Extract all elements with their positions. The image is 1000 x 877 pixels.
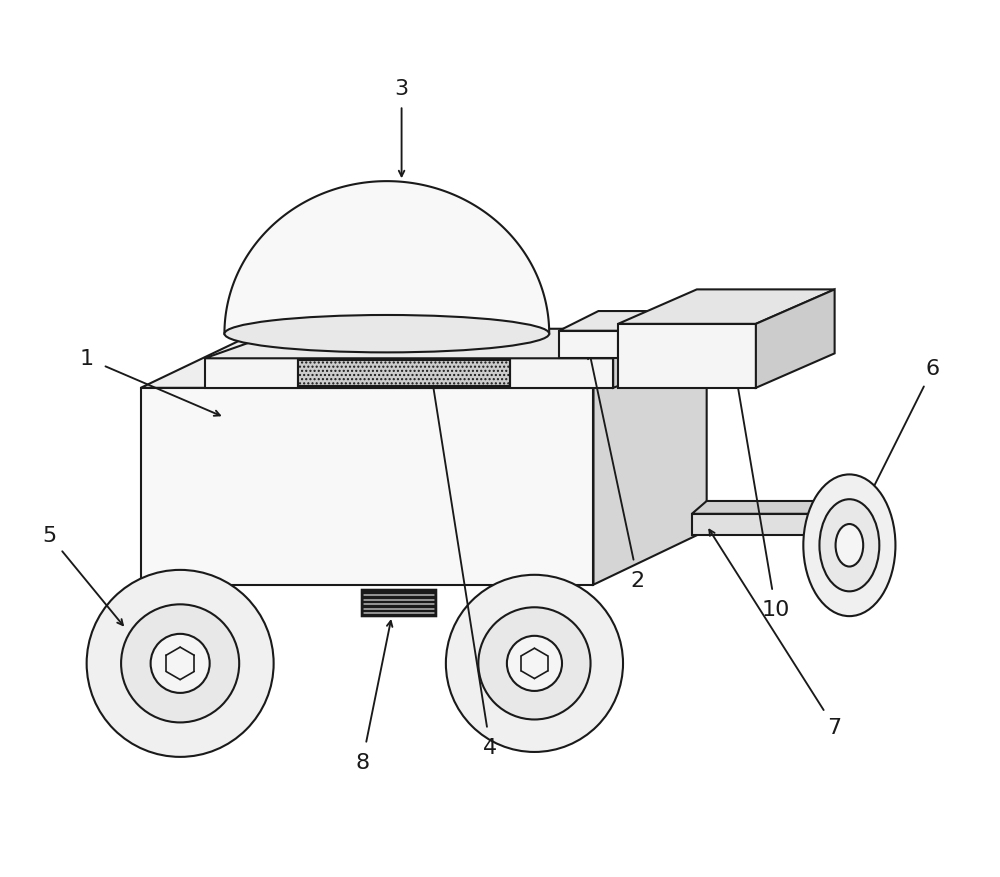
Text: 5: 5: [42, 526, 56, 545]
Text: 2: 2: [631, 570, 645, 590]
Polygon shape: [559, 332, 618, 359]
Text: 7: 7: [828, 717, 842, 738]
Polygon shape: [593, 334, 707, 585]
Circle shape: [507, 636, 562, 691]
Circle shape: [446, 575, 623, 752]
Polygon shape: [692, 514, 849, 536]
Polygon shape: [692, 502, 864, 514]
Ellipse shape: [224, 316, 549, 353]
Text: 6: 6: [926, 359, 940, 379]
Polygon shape: [205, 359, 613, 389]
Text: 10: 10: [761, 600, 790, 619]
Text: 8: 8: [355, 752, 369, 772]
Ellipse shape: [803, 474, 895, 617]
Text: 1: 1: [80, 349, 94, 369]
Polygon shape: [141, 389, 593, 585]
Circle shape: [121, 604, 239, 723]
Polygon shape: [298, 360, 510, 387]
Text: 3: 3: [395, 79, 409, 98]
Polygon shape: [613, 330, 692, 389]
Polygon shape: [618, 290, 835, 324]
Polygon shape: [559, 311, 657, 332]
Circle shape: [478, 608, 591, 720]
Polygon shape: [618, 311, 657, 359]
Polygon shape: [756, 290, 835, 389]
Polygon shape: [141, 334, 707, 389]
Circle shape: [151, 634, 210, 693]
Polygon shape: [362, 590, 436, 617]
Text: 4: 4: [483, 738, 497, 757]
Polygon shape: [205, 330, 692, 359]
Ellipse shape: [836, 524, 863, 567]
Polygon shape: [224, 182, 549, 334]
Ellipse shape: [819, 500, 879, 592]
Circle shape: [87, 570, 274, 757]
Polygon shape: [298, 360, 510, 387]
Polygon shape: [618, 324, 756, 389]
